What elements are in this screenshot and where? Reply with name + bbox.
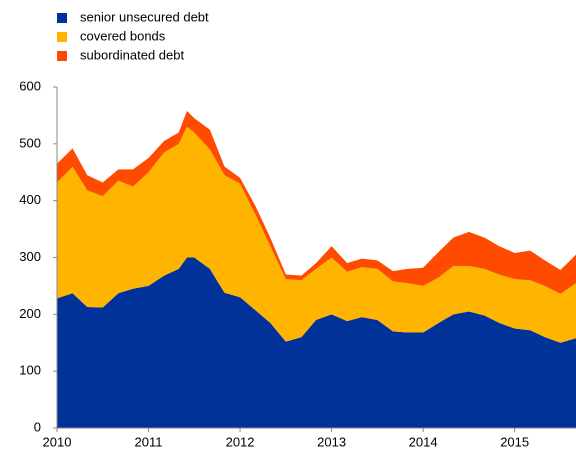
legend-swatch <box>57 13 67 23</box>
y-tick-label: 0 <box>34 419 41 434</box>
legend-label: subordinated debt <box>80 47 184 62</box>
x-tick-label: 2012 <box>226 434 255 449</box>
x-tick-label: 2010 <box>43 434 72 449</box>
y-tick-label: 200 <box>19 306 41 321</box>
legend-swatch <box>57 51 67 61</box>
legend-label: senior unsecured debt <box>80 9 209 24</box>
area <box>57 110 576 294</box>
x-tick-label: 2015 <box>500 434 529 449</box>
x-tick-label: 2011 <box>135 434 163 449</box>
y-tick-label: 300 <box>19 249 41 264</box>
y-tick-label: 500 <box>19 135 41 150</box>
area <box>57 257 576 428</box>
area <box>57 126 576 343</box>
y-tick-label: 600 <box>19 78 41 93</box>
y-tick-label: 400 <box>19 192 41 207</box>
y-tick-label: 100 <box>19 363 41 378</box>
legend-label: covered bonds <box>80 28 166 43</box>
x-tick-label: 2014 <box>409 434 438 449</box>
x-tick-label: 2013 <box>317 434 346 449</box>
legend-swatch <box>57 32 67 42</box>
